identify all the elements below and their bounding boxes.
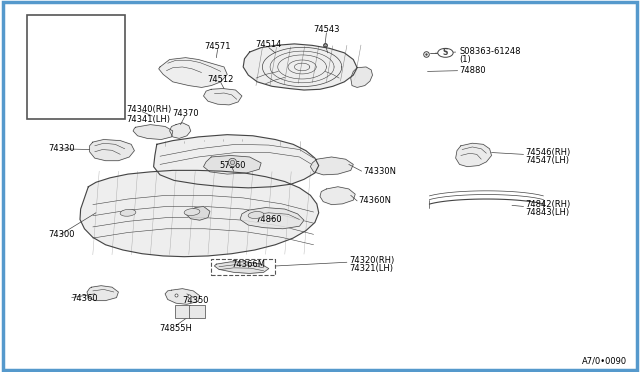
Text: 74370: 74370 (172, 109, 199, 118)
Text: 74543: 74543 (313, 25, 340, 34)
Text: 74843(LH): 74843(LH) (525, 208, 569, 217)
Text: 74330: 74330 (48, 144, 75, 153)
Text: 74360N: 74360N (358, 196, 392, 205)
Polygon shape (90, 140, 134, 161)
Text: 74366M: 74366M (231, 260, 266, 269)
FancyBboxPatch shape (189, 305, 205, 318)
Text: 74855H: 74855H (159, 324, 193, 333)
Text: A7/0•0090: A7/0•0090 (582, 356, 627, 365)
Polygon shape (170, 123, 191, 138)
Text: S: S (443, 48, 448, 57)
Text: 74321(LH): 74321(LH) (349, 264, 393, 273)
Bar (27, 15, 125, 119)
Text: 74514: 74514 (255, 40, 282, 49)
Polygon shape (87, 286, 118, 301)
Polygon shape (159, 58, 227, 87)
Polygon shape (204, 89, 242, 105)
Text: 74547(LH): 74547(LH) (525, 156, 569, 165)
Text: 57260: 57260 (219, 161, 246, 170)
Polygon shape (54, 63, 93, 99)
Polygon shape (320, 187, 355, 205)
Text: 74320(RH): 74320(RH) (349, 256, 394, 265)
Bar (211, 259, 275, 275)
Ellipse shape (248, 212, 264, 218)
Polygon shape (80, 170, 319, 257)
Text: 74300: 74300 (48, 230, 74, 239)
Text: 74546(RH): 74546(RH) (525, 148, 570, 157)
Polygon shape (204, 155, 261, 174)
Polygon shape (214, 262, 269, 273)
Polygon shape (243, 44, 357, 90)
Text: 74340(RH): 74340(RH) (127, 105, 172, 114)
Polygon shape (186, 206, 210, 220)
Text: 74350: 74350 (182, 296, 209, 305)
Polygon shape (310, 157, 353, 175)
Polygon shape (133, 125, 173, 140)
Polygon shape (165, 289, 200, 304)
Text: 74842(RH): 74842(RH) (525, 200, 570, 209)
Text: 74880: 74880 (460, 66, 486, 75)
Text: 74360: 74360 (72, 294, 99, 303)
Ellipse shape (184, 209, 200, 215)
Ellipse shape (120, 209, 136, 216)
Polygon shape (351, 67, 372, 87)
Text: 74330N: 74330N (364, 167, 397, 176)
Circle shape (438, 48, 453, 57)
Polygon shape (240, 208, 304, 229)
Text: 74341(LH): 74341(LH) (127, 115, 171, 124)
Polygon shape (456, 143, 492, 167)
Text: (1): (1) (460, 55, 471, 64)
Text: 74360: 74360 (52, 25, 79, 34)
Polygon shape (154, 135, 319, 188)
Text: 74860: 74860 (255, 215, 282, 224)
Text: S08363-61248: S08363-61248 (460, 47, 521, 56)
Text: 74512: 74512 (207, 76, 234, 84)
FancyBboxPatch shape (175, 305, 190, 318)
Text: 74571: 74571 (204, 42, 231, 51)
Text: ATM: ATM (79, 102, 97, 110)
